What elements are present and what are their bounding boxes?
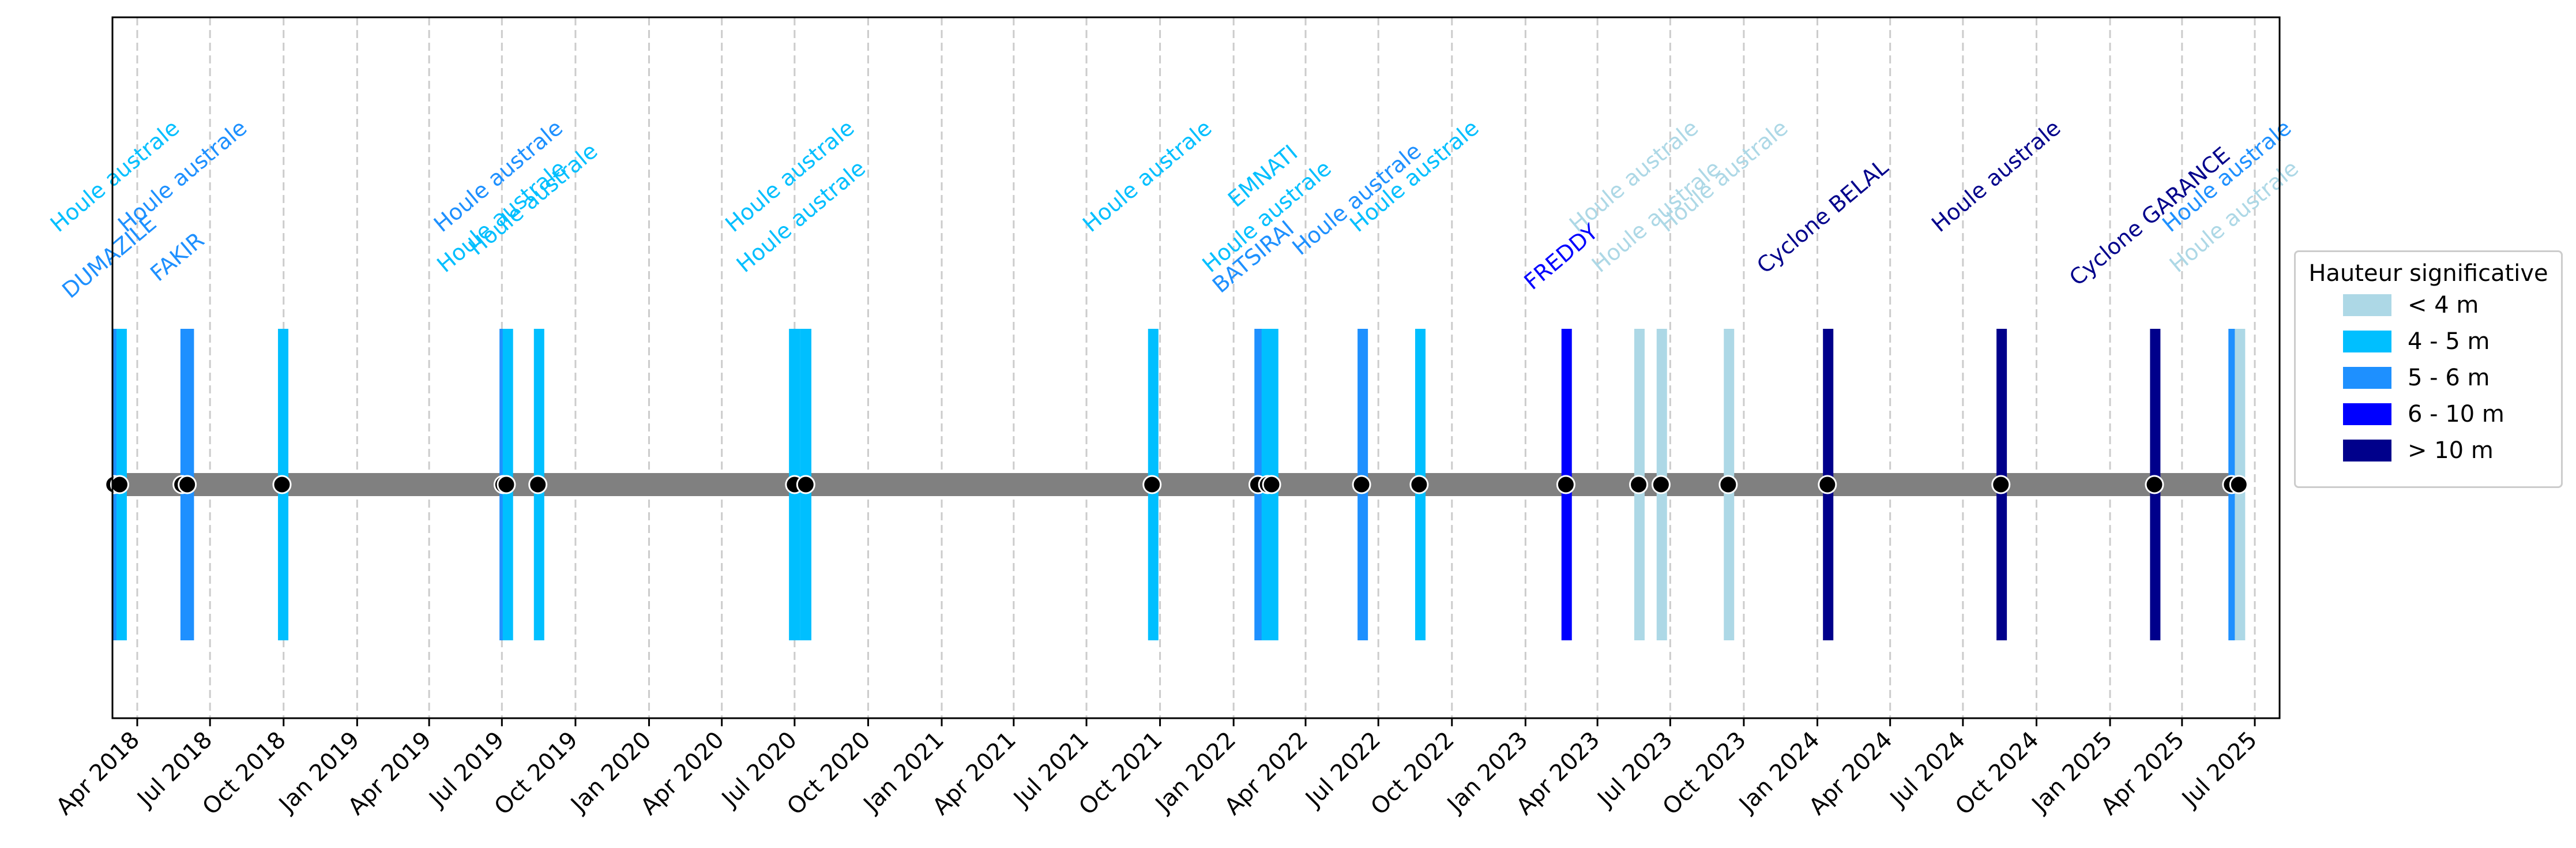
event-marker <box>497 475 516 494</box>
event-marker <box>110 475 129 494</box>
vertical-grid <box>136 17 2256 718</box>
legend-swatch <box>2343 403 2391 425</box>
legend-label: 6 - 10 m <box>2408 400 2504 427</box>
plot-frame <box>111 16 2281 719</box>
event-marker <box>1352 475 1371 494</box>
legend-label: 4 - 5 m <box>2408 328 2490 355</box>
event-markers <box>104 475 2248 494</box>
event-marker <box>1142 475 1162 494</box>
x-tick-label: Apr 2018 <box>51 727 145 820</box>
legend: Hauteur significative < 4 m 4 - 5 m 5 - 6 … <box>2294 250 2563 488</box>
event-marker <box>2229 475 2248 494</box>
legend-swatch <box>2343 330 2391 352</box>
event-label: Cyclone BELAL <box>1752 154 1893 278</box>
event-marker <box>272 475 292 494</box>
event-marker <box>528 475 548 494</box>
event-marker <box>1718 475 1738 494</box>
timeline-bar <box>112 473 2236 496</box>
legend-label: > 10 m <box>2408 437 2494 464</box>
x-tick-label: Jul 2025 <box>2176 727 2262 813</box>
legend-label: < 4 m <box>2408 291 2479 318</box>
event-marker <box>1651 475 1671 494</box>
event-marker <box>178 475 197 494</box>
event-marker <box>1629 475 1649 494</box>
legend-item: 4 - 5 m <box>2296 323 2561 359</box>
event-marker <box>2145 475 2164 494</box>
event-label: FAKIR <box>145 227 209 286</box>
legend-item: 5 - 6 m <box>2296 359 2561 396</box>
event-marker <box>1409 475 1429 494</box>
legend-swatch <box>2343 366 2391 389</box>
legend-item: 6 - 10 m <box>2296 396 2561 432</box>
legend-swatch <box>2343 439 2391 461</box>
legend-item: > 10 m <box>2296 432 2561 468</box>
legend-swatch <box>2343 294 2391 316</box>
event-marker <box>1991 475 2011 494</box>
event-label: Houle australe <box>1078 115 1216 237</box>
legend-label: 5 - 6 m <box>2408 364 2490 391</box>
legend-title: Hauteur significative <box>2308 260 2548 287</box>
event-label: Cyclone GARANCE <box>2064 142 2235 291</box>
event-marker <box>1556 475 1575 494</box>
event-marker <box>796 475 815 494</box>
event-marker <box>1818 475 1837 494</box>
event-label: Houle australe <box>1927 115 2065 237</box>
legend-item: < 4 m <box>2296 287 2561 323</box>
event-marker <box>1262 475 1281 494</box>
